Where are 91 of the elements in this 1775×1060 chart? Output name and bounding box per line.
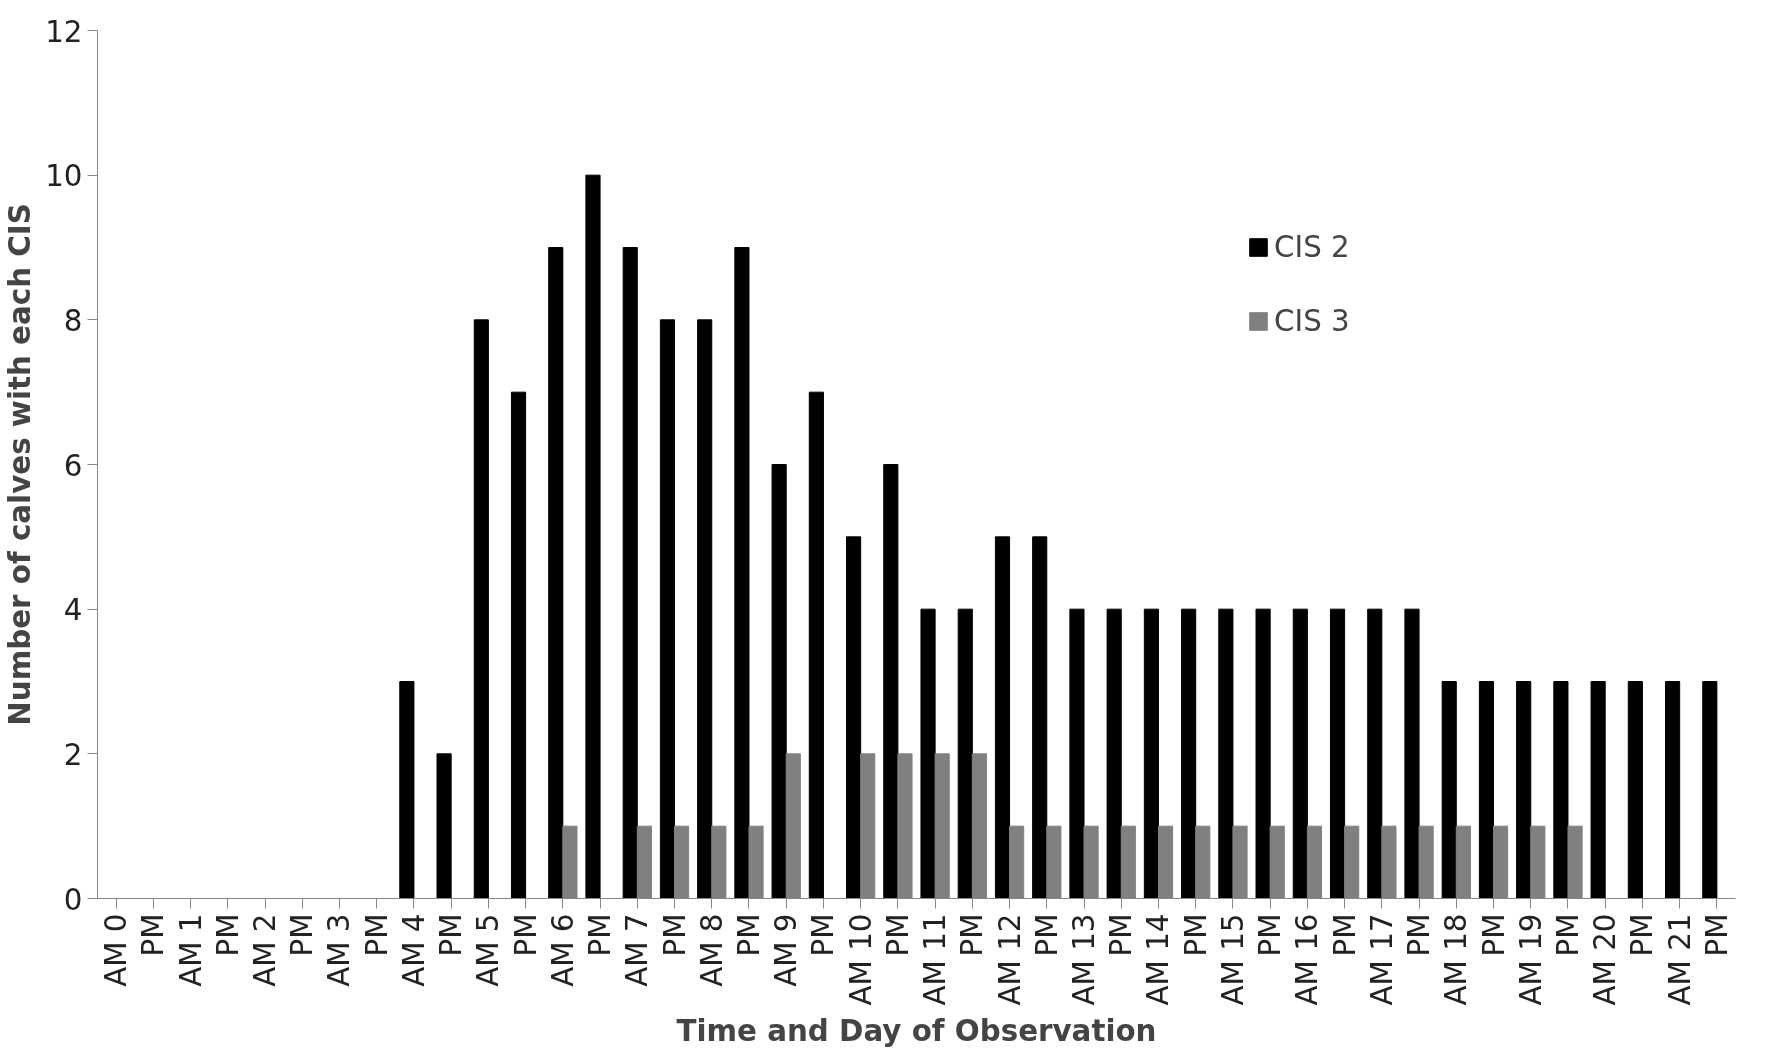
x-tick-label: PM	[1178, 913, 1213, 957]
bar	[1032, 536, 1048, 899]
x-tick-label: AM 21	[1662, 913, 1697, 1006]
x-tick-label: PM	[880, 913, 915, 957]
bar	[1516, 681, 1532, 899]
x-tick-label: AM 5	[471, 913, 506, 987]
x-tick-label: AM 20	[1588, 913, 1623, 1006]
bar	[1627, 681, 1643, 899]
legend-label: CIS 2	[1274, 230, 1350, 264]
x-tick-label: PM	[731, 913, 766, 957]
x-tick-label: PM	[1327, 913, 1362, 957]
bar	[920, 608, 936, 899]
x-tick-label: AM 14	[1141, 913, 1176, 1006]
bar	[846, 536, 862, 899]
bar	[622, 247, 638, 899]
bar	[697, 319, 713, 899]
x-tick-label: AM 3	[322, 913, 357, 987]
bar	[1292, 608, 1308, 899]
bar	[585, 174, 601, 899]
legend-label: CIS 3	[1274, 304, 1350, 338]
bar	[1478, 681, 1495, 899]
x-tick-label: PM	[508, 913, 543, 957]
bar	[1106, 608, 1122, 899]
bar	[399, 681, 415, 899]
bar	[1441, 681, 1457, 899]
x-tick-label: AM 12	[992, 913, 1027, 1006]
x-tick-label: AM 17	[1364, 913, 1399, 1006]
x-tick-label: PM	[1029, 913, 1064, 957]
bar	[1329, 608, 1346, 899]
bar	[1367, 608, 1383, 899]
x-tick-label: AM 6	[545, 913, 580, 987]
bar	[771, 464, 787, 899]
x-tick-label: PM	[583, 913, 618, 957]
bar	[1069, 608, 1085, 899]
x-tick-label: PM	[1104, 913, 1139, 957]
x-tick-label: AM 8	[694, 913, 729, 987]
y-axis-title: Number of calves with each CIS	[3, 203, 38, 726]
x-tick-label: AM 0	[99, 913, 134, 987]
x-tick-label: PM	[1402, 913, 1437, 957]
x-tick-label: AM 15	[1215, 913, 1250, 1006]
bar	[994, 536, 1011, 899]
x-tick-label: PM	[1625, 913, 1660, 957]
x-tick-label: AM 7	[620, 913, 655, 987]
bar	[957, 608, 973, 899]
bar	[1590, 681, 1606, 899]
bar	[1143, 608, 1159, 899]
bar	[1665, 681, 1681, 899]
x-tick-label: PM	[359, 913, 394, 957]
y-tick-label: 2	[63, 737, 83, 772]
x-tick-label: AM 1	[173, 913, 208, 987]
x-tick-label: AM 16	[1290, 913, 1325, 1006]
y-tick-label: 8	[63, 303, 83, 338]
x-tick-label: PM	[285, 913, 320, 957]
x-tick-label: AM 9	[769, 913, 804, 987]
y-tick-label: 0	[63, 882, 83, 917]
bar	[510, 391, 527, 899]
y-tick-label: 12	[45, 14, 83, 49]
y-tick-label: 6	[63, 448, 83, 483]
bar	[734, 247, 750, 899]
x-tick-label: PM	[657, 913, 692, 957]
bar	[808, 391, 824, 899]
x-axis-title: Time and Day of Observation	[676, 1013, 1157, 1048]
y-tick-label: 10	[45, 159, 83, 194]
x-tick-label: PM	[806, 913, 841, 957]
x-tick-label: AM 10	[843, 913, 878, 1006]
bar	[1553, 681, 1569, 899]
bar	[1181, 608, 1197, 899]
x-tick-label: PM	[1253, 913, 1288, 957]
x-tick-label: PM	[1476, 913, 1511, 957]
x-tick-label: PM	[210, 913, 245, 957]
bar	[548, 247, 564, 899]
x-tick-label: AM 19	[1513, 913, 1548, 1006]
x-tick-label: PM	[434, 913, 469, 957]
x-tick-label: PM	[1699, 913, 1734, 957]
x-tick-label: AM 4	[396, 913, 431, 987]
bar	[1218, 608, 1234, 899]
bar	[1255, 608, 1271, 899]
x-tick-label: AM 2	[248, 913, 283, 987]
bar	[1702, 681, 1718, 899]
x-tick-label: PM	[1550, 913, 1585, 957]
y-tick-label: 4	[63, 593, 83, 628]
x-tick-label: AM 11	[918, 913, 953, 1006]
bar	[473, 319, 489, 899]
x-tick-label: PM	[955, 913, 990, 957]
bar	[436, 753, 452, 899]
x-tick-label: AM 18	[1439, 913, 1474, 1006]
x-tick-label: AM 13	[1067, 913, 1102, 1006]
bar	[883, 464, 899, 899]
bar	[1404, 608, 1420, 899]
x-tick-label: PM	[136, 913, 171, 957]
bar	[659, 319, 676, 899]
